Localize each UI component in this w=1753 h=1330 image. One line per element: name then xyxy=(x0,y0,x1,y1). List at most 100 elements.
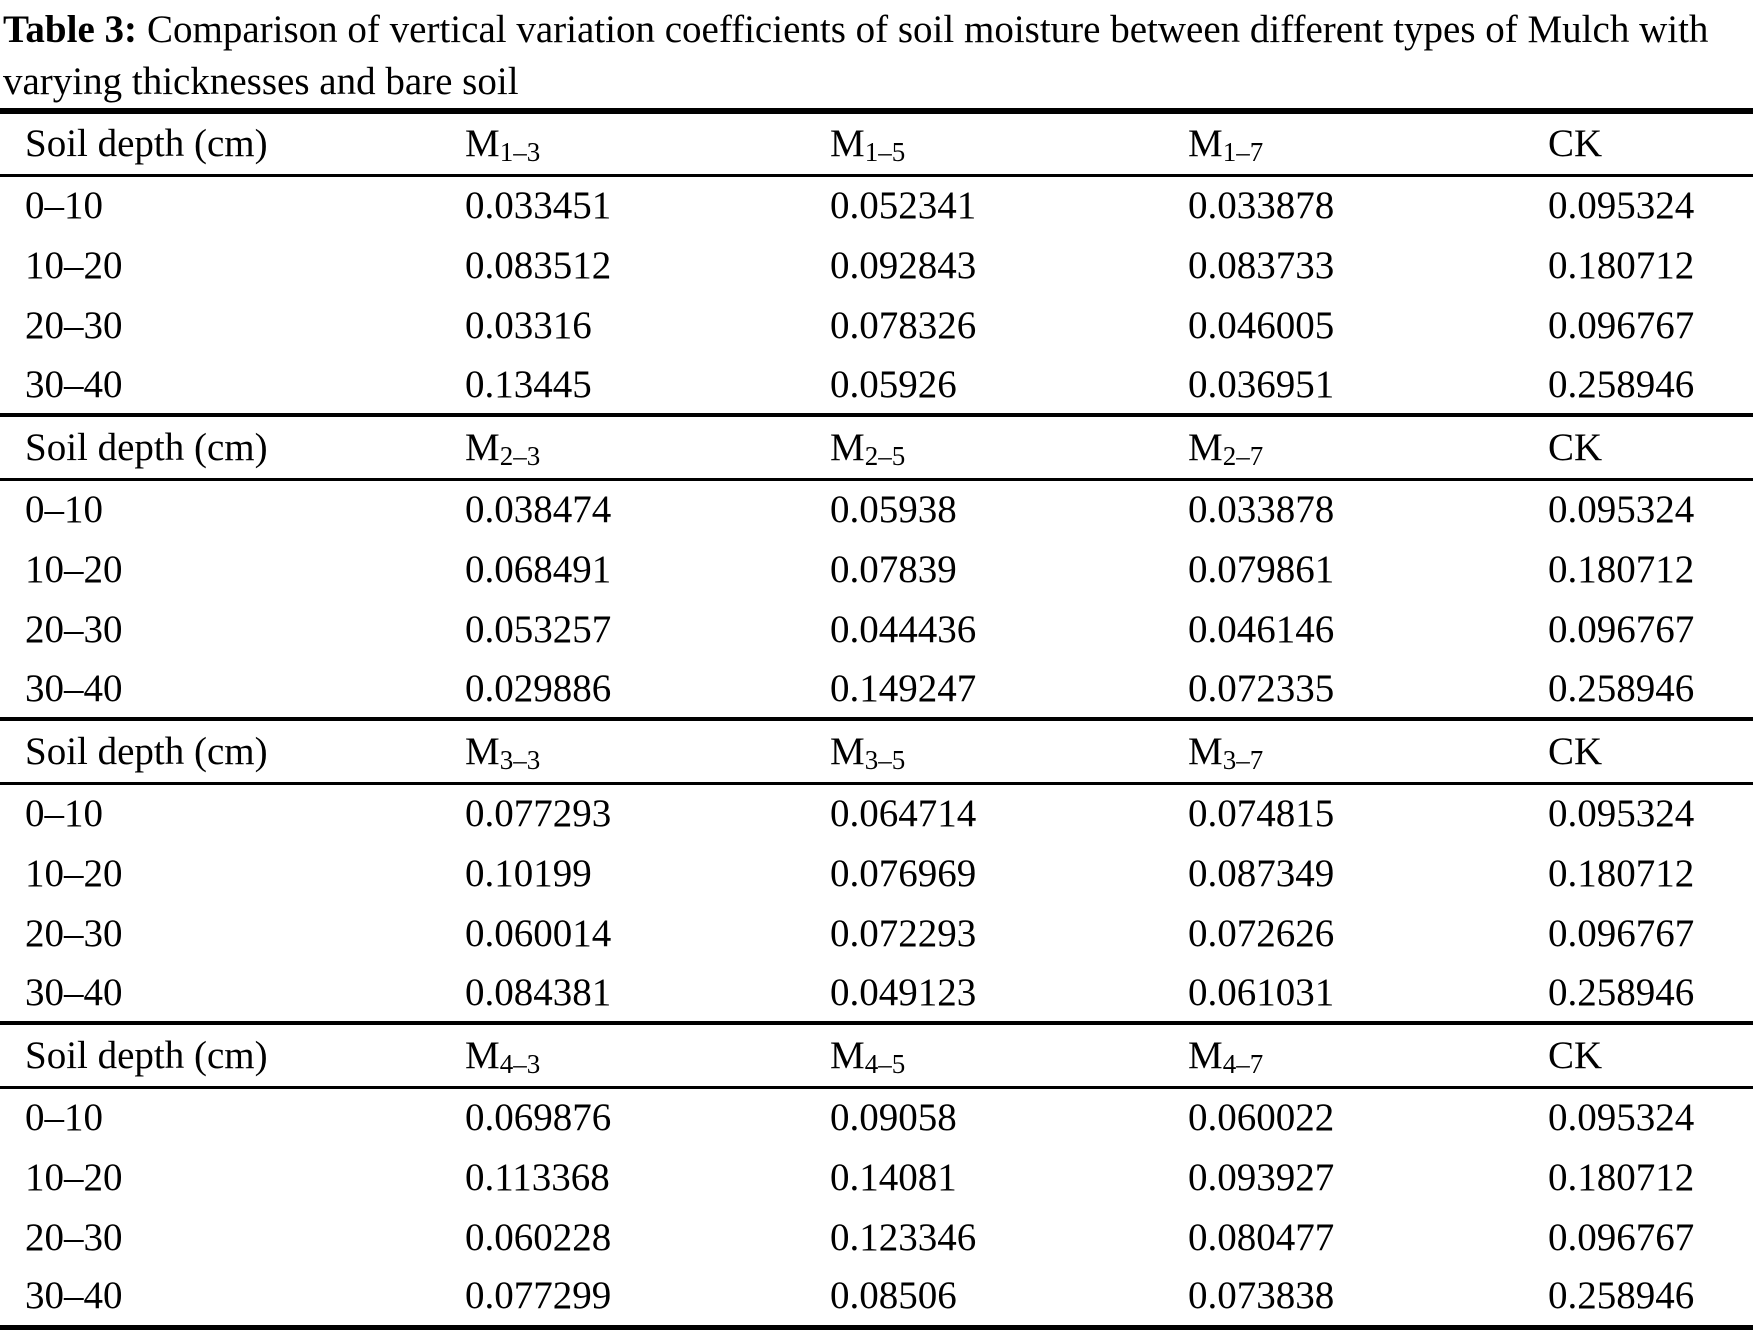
data-row: 10–20 0.113368 0.14081 0.093927 0.180712 xyxy=(0,1147,1753,1207)
column-header-subscript: 1–7 xyxy=(1222,137,1264,168)
coefficient-value-cell: 0.060022 xyxy=(1188,1096,1335,1140)
data-row: 0–10 0.077293 0.064714 0.074815 0.095324 xyxy=(0,783,1753,843)
coefficient-value-cell: 0.033451 xyxy=(465,184,612,228)
column-header-subscript: 4–5 xyxy=(864,1048,906,1079)
coefficient-value-cell: 0.095324 xyxy=(1548,488,1695,532)
coefficient-value-cell: 0.13445 xyxy=(465,362,592,406)
row-header-column-label: Soil depth (cm) xyxy=(0,1021,465,1089)
soil-depth-cell: 20–30 xyxy=(25,1215,123,1259)
coefficient-value-cell: 0.258946 xyxy=(1548,970,1695,1014)
table-caption-text: Comparison of vertical variation coeffic… xyxy=(3,8,1709,103)
coefficient-value-cell: 0.044436 xyxy=(830,607,977,651)
column-header: M3–3 xyxy=(465,717,830,785)
section-header-row: Soil depth (cm) M3–3 M3–5 M3–7 CK xyxy=(0,717,1753,785)
coefficient-value-cell: 0.123346 xyxy=(830,1215,977,1259)
column-header: CK xyxy=(1548,109,1753,177)
coefficient-value-cell: 0.053257 xyxy=(465,607,612,651)
soil-depth-cell: 30–40 xyxy=(25,1274,123,1318)
data-row: 30–40 0.13445 0.05926 0.036951 0.258946 xyxy=(0,355,1753,415)
data-row: 10–20 0.10199 0.076969 0.087349 0.180712 xyxy=(0,843,1753,903)
column-header: M2–7 xyxy=(1188,413,1548,481)
coefficient-value-cell: 0.060228 xyxy=(465,1215,612,1259)
table-section-2: Soil depth (cm) M2–3 M2–5 M2–7 CK 0–10 0.03847… xyxy=(0,413,1753,719)
data-row: 10–20 0.083512 0.092843 0.083733 0.180712 xyxy=(0,235,1753,295)
coefficient-value-cell: 0.07839 xyxy=(830,547,957,591)
row-header-column-label: Soil depth (cm) xyxy=(0,717,465,785)
data-row: 20–30 0.060014 0.072293 0.072626 0.096767 xyxy=(0,903,1753,963)
column-header: M3–7 xyxy=(1188,717,1548,785)
coefficient-value-cell: 0.096767 xyxy=(1548,911,1695,955)
coefficient-value-cell: 0.077299 xyxy=(465,1274,612,1318)
coefficient-value-cell: 0.092843 xyxy=(830,243,977,287)
coefficient-value-cell: 0.093927 xyxy=(1188,1155,1335,1199)
coefficient-value-cell: 0.14081 xyxy=(830,1155,957,1199)
coefficient-value-cell: 0.087349 xyxy=(1188,851,1335,895)
data-row: 30–40 0.077299 0.08506 0.073838 0.258946 xyxy=(0,1267,1753,1327)
column-header: M1–7 xyxy=(1188,109,1548,177)
coefficient-value-cell: 0.038474 xyxy=(465,488,612,532)
soil-depth-cell: 30–40 xyxy=(25,362,123,406)
column-header-subscript: 3–3 xyxy=(499,744,541,775)
coefficient-value-cell: 0.061031 xyxy=(1188,970,1335,1014)
column-header-subscript: 2–3 xyxy=(499,440,541,471)
coefficient-value-cell: 0.05938 xyxy=(830,488,957,532)
coefficient-value-cell: 0.046146 xyxy=(1188,607,1335,651)
column-header-subscript: 3–7 xyxy=(1222,744,1264,775)
coefficient-value-cell: 0.083512 xyxy=(465,243,612,287)
coefficient-value-cell: 0.077293 xyxy=(465,792,612,836)
soil-depth-cell: 0–10 xyxy=(25,792,103,836)
coefficient-value-cell: 0.258946 xyxy=(1548,666,1695,710)
column-header: M1–5 xyxy=(830,109,1188,177)
column-header: M4–3 xyxy=(465,1021,830,1089)
coefficient-value-cell: 0.08506 xyxy=(830,1274,957,1318)
column-header: CK xyxy=(1548,717,1753,785)
coefficient-value-cell: 0.083733 xyxy=(1188,243,1335,287)
coefficient-value-cell: 0.073838 xyxy=(1188,1274,1335,1318)
coefficient-value-cell: 0.052341 xyxy=(830,184,977,228)
coefficient-value-cell: 0.072335 xyxy=(1188,666,1335,710)
table-caption-label: Table 3: xyxy=(3,8,138,51)
column-header: M2–3 xyxy=(465,413,830,481)
coefficient-value-cell: 0.258946 xyxy=(1548,362,1695,406)
column-header-subscript: 4–7 xyxy=(1222,1048,1264,1079)
soil-depth-cell: 0–10 xyxy=(25,488,103,532)
data-row: 30–40 0.084381 0.049123 0.061031 0.258946 xyxy=(0,963,1753,1023)
coefficient-value-cell: 0.05926 xyxy=(830,362,957,406)
coefficient-value-cell: 0.149247 xyxy=(830,666,977,710)
coefficient-value-cell: 0.049123 xyxy=(830,970,977,1014)
data-row: 10–20 0.068491 0.07839 0.079861 0.180712 xyxy=(0,539,1753,599)
coefficient-value-cell: 0.074815 xyxy=(1188,792,1335,836)
coefficient-value-cell: 0.033878 xyxy=(1188,184,1335,228)
data-row: 20–30 0.053257 0.044436 0.046146 0.096767 xyxy=(0,599,1753,659)
coefficient-value-cell: 0.096767 xyxy=(1548,1215,1695,1259)
coefficient-value-cell: 0.095324 xyxy=(1548,792,1695,836)
row-header-column-label: Soil depth (cm) xyxy=(0,109,465,177)
column-header: M3–5 xyxy=(830,717,1188,785)
section-header-row: Soil depth (cm) M1–3 M1–5 M1–7 CK xyxy=(0,109,1753,177)
coefficient-value-cell: 0.036951 xyxy=(1188,362,1335,406)
coefficient-value-cell: 0.10199 xyxy=(465,851,592,895)
column-header-subscript: 2–5 xyxy=(864,440,906,471)
coefficient-value-cell: 0.068491 xyxy=(465,547,612,591)
coefficient-value-cell: 0.084381 xyxy=(465,970,612,1014)
soil-depth-cell: 20–30 xyxy=(25,911,123,955)
coefficient-value-cell: 0.069876 xyxy=(465,1096,612,1140)
data-row: 30–40 0.029886 0.149247 0.072335 0.258946 xyxy=(0,659,1753,719)
coefficient-value-cell: 0.076969 xyxy=(830,851,977,895)
coefficient-value-cell: 0.096767 xyxy=(1548,303,1695,347)
coefficient-value-cell: 0.113368 xyxy=(465,1155,610,1199)
coefficient-value-cell: 0.072293 xyxy=(830,911,977,955)
coefficient-value-cell: 0.072626 xyxy=(1188,911,1335,955)
table-section-1: Soil depth (cm) M1–3 M1–5 M1–7 CK 0–10 0.03345… xyxy=(0,109,1753,415)
coefficient-value-cell: 0.180712 xyxy=(1548,243,1695,287)
column-header: CK xyxy=(1548,1021,1753,1089)
coefficient-value-cell: 0.079861 xyxy=(1188,547,1335,591)
data-row: 0–10 0.038474 0.05938 0.033878 0.095324 xyxy=(0,479,1753,539)
table-section-4: Soil depth (cm) M4–3 M4–5 M4–7 CK 0–10 0.06987… xyxy=(0,1021,1753,1327)
table-section-3: Soil depth (cm) M3–3 M3–5 M3–7 CK 0–10 0.07729… xyxy=(0,717,1753,1023)
column-header-subscript: 1–3 xyxy=(499,137,541,168)
soil-depth-cell: 10–20 xyxy=(25,547,123,591)
row-header-column-label: Soil depth (cm) xyxy=(0,413,465,481)
soil-depth-cell: 10–20 xyxy=(25,851,123,895)
column-header: M4–5 xyxy=(830,1021,1188,1089)
